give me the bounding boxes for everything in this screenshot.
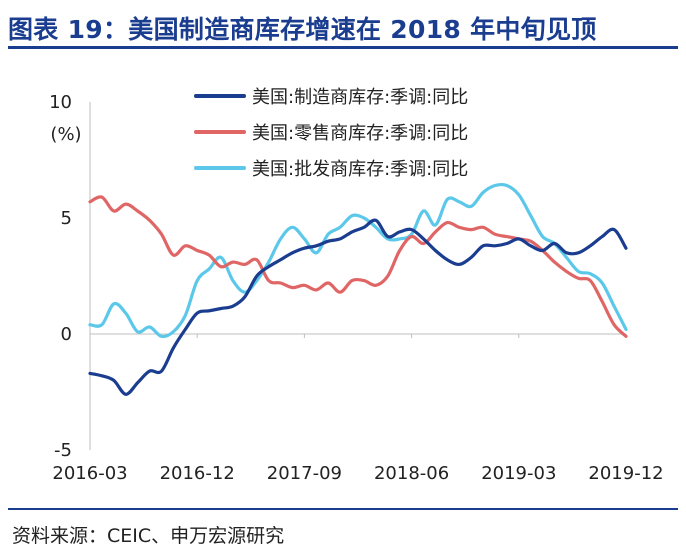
legend-label: 美国:制造商库存:季调:同比 bbox=[252, 87, 468, 108]
x-tick-label: 2019-03 bbox=[481, 463, 556, 484]
series-lines bbox=[88, 182, 628, 396]
y-axis-ticks: 10 5 0 -5 (%) bbox=[49, 92, 81, 461]
source-note: 资料来源：CEIC、申万宏源研究 bbox=[12, 525, 285, 547]
x-tick-label: 2016-03 bbox=[52, 463, 127, 484]
legend-label: 美国:零售商库存:季调:同比 bbox=[252, 123, 468, 144]
legend: 美国:制造商库存:季调:同比美国:零售商库存:季调:同比美国:批发商库存:季调:… bbox=[194, 87, 468, 180]
x-axis-ticks: 2016-03 2016-12 2017-09 2018-06 2019-03 2019-… bbox=[52, 334, 664, 484]
legend-label: 美国:批发商库存:季调:同比 bbox=[252, 159, 468, 180]
y-tick-label: 10 bbox=[49, 92, 72, 113]
x-tick-label: 2019-12 bbox=[588, 463, 663, 484]
x-tick-label: 2016-12 bbox=[160, 463, 235, 484]
title-underline bbox=[8, 46, 678, 49]
x-tick-label: 2017-09 bbox=[267, 463, 342, 484]
chart-title: 图表 19：美国制造商库存增速在 2018 年中旬见顶 bbox=[8, 15, 597, 44]
x-tick-label: 2018-06 bbox=[374, 463, 449, 484]
footer-rule bbox=[8, 508, 678, 510]
series-line-3 bbox=[88, 182, 628, 339]
y-axis-label: (%) bbox=[50, 124, 81, 145]
series-line-2 bbox=[88, 195, 628, 338]
y-tick-label: 5 bbox=[61, 208, 72, 229]
y-tick-label: 0 bbox=[61, 324, 72, 345]
chart-axes bbox=[89, 102, 626, 450]
y-tick-label: -5 bbox=[54, 440, 72, 461]
series-line-1 bbox=[88, 218, 628, 396]
